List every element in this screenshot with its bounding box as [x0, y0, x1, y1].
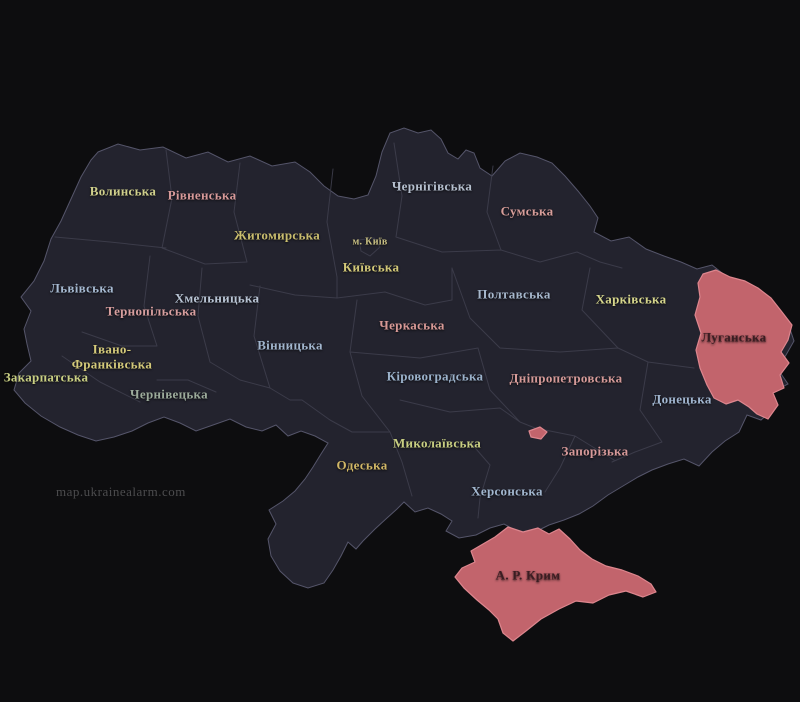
oblast-borders — [54, 142, 695, 519]
dnipro-district-alarm[interactable] — [528, 426, 548, 440]
luhansk-region-alarm[interactable] — [694, 269, 793, 420]
crimea-region-alarm[interactable] — [454, 526, 657, 642]
ukraine-mainland[interactable] — [13, 127, 795, 589]
watermark: map.ukrainealarm.com — [56, 484, 186, 499]
